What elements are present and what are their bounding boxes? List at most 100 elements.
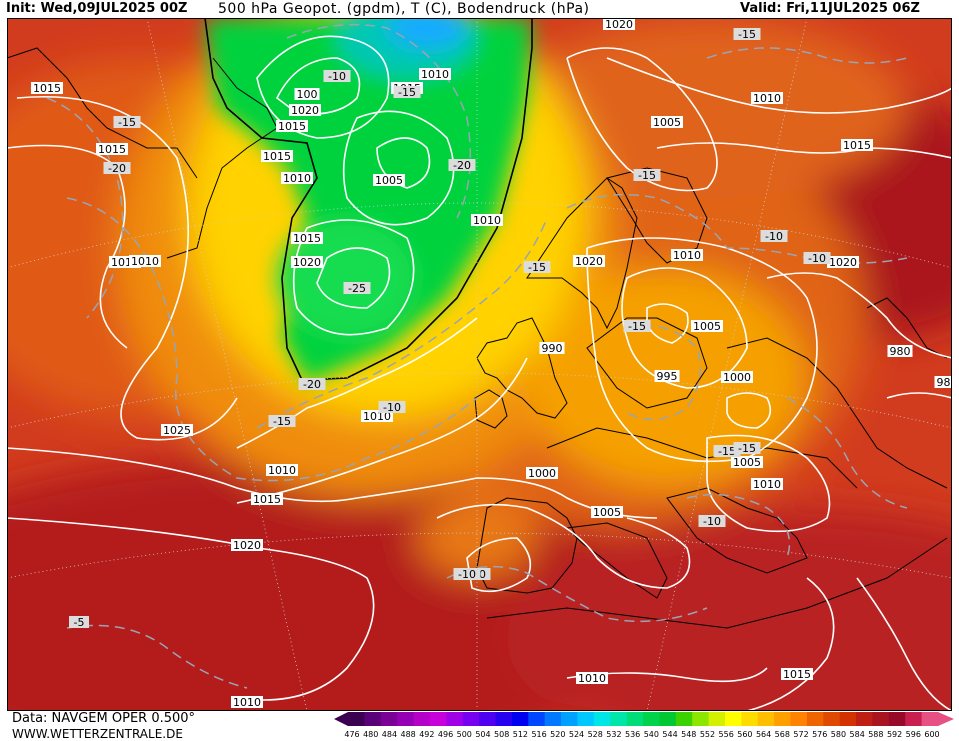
pressure-label: 1025: [161, 424, 193, 437]
pressure-label: 1010: [576, 672, 608, 685]
pressure-label: 985: [934, 376, 953, 389]
pressure-label: 1005: [591, 506, 623, 519]
pressure-label: 1000: [526, 467, 558, 480]
legend-tick-label: 556: [719, 730, 734, 739]
legend-swatch: [577, 712, 595, 726]
pressure-label-text: 1000: [528, 467, 556, 480]
pressure-label: 1010: [129, 255, 161, 268]
pressure-label-text: 1010: [473, 214, 501, 227]
pressure-label: 1015: [291, 232, 323, 245]
pressure-label-text: 1025: [163, 424, 191, 437]
pressure-label: 1010: [671, 249, 703, 262]
legend-tick-label: 580: [831, 730, 846, 739]
temperature-label: -20: [448, 159, 476, 172]
legend-tick-label: 496: [438, 730, 453, 739]
legend-arrow-right: [938, 712, 954, 726]
legend-tick-label: 524: [569, 730, 584, 739]
pressure-label: 1010: [751, 478, 783, 491]
temperature-label-text: -15: [528, 261, 546, 274]
temperature-label-text: -15: [398, 86, 416, 99]
legend-swatch: [610, 712, 628, 726]
pressure-label-text: 995: [657, 370, 678, 383]
pressure-label: 1015: [781, 668, 813, 681]
legend-swatch: [348, 712, 365, 726]
legend-swatch: [446, 712, 464, 726]
pressure-label-text: 1015: [843, 139, 871, 152]
pressure-label: 1015: [261, 150, 293, 163]
temperature-label: -5: [69, 616, 89, 629]
temperature-label-text: -25: [348, 282, 366, 295]
legend-swatch: [397, 712, 415, 726]
data-source: Data: NAVGEM OPER 0.500°: [12, 711, 196, 726]
legend-swatch: [626, 712, 644, 726]
pressure-label-text: 1010: [233, 696, 261, 709]
legend-tick-label: 592: [887, 730, 902, 739]
temperature-label: -10: [698, 515, 726, 528]
temperature-label: -15: [623, 320, 651, 333]
pressure-label: 1010: [266, 464, 298, 477]
legend-swatch: [413, 712, 431, 726]
valid-time: Valid: Fri,11JUL2025 06Z: [740, 1, 920, 16]
pressure-label: 1005: [651, 116, 683, 129]
legend-swatch: [872, 712, 890, 726]
pressure-label-text: 1010: [268, 464, 296, 477]
legend-tick-label: 480: [363, 730, 378, 739]
temperature-label-text: -15: [273, 415, 291, 428]
legend-swatch: [790, 712, 808, 726]
pressure-label: 1015: [841, 139, 873, 152]
pressure-label: 1005: [691, 320, 723, 333]
pressure-label: 1015: [251, 493, 283, 506]
pressure-label-text: 990: [542, 342, 563, 355]
pressure-label-text: 985: [937, 376, 953, 389]
contour-552: [204, 18, 533, 381]
temperature-label: -10: [323, 70, 351, 83]
legend-tick-label: 528: [588, 730, 603, 739]
legend-tick-label: 516: [531, 730, 546, 739]
weather-map: 1020 1010 1015 1020 1020 1015 1010 1005 1000 980 9…: [7, 18, 952, 711]
pressure-label-text: 1005: [593, 506, 621, 519]
temperature-label-text: -15: [718, 445, 736, 458]
pressure-label: 1010: [419, 68, 451, 81]
pressure-label: 995: [654, 370, 680, 383]
legend-swatch: [806, 712, 824, 726]
legend-swatch: [856, 712, 873, 726]
legend-swatch: [741, 712, 759, 726]
pressure-label: 1020: [827, 256, 859, 269]
temperature-label: -10: [760, 230, 788, 243]
trough-field: [205, 18, 532, 383]
pressure-label: 1010: [281, 172, 313, 185]
legend-swatch: [708, 712, 726, 726]
legend-tick-label: 568: [775, 730, 790, 739]
pressure-label-text: 1005: [653, 116, 681, 129]
legend-tick-label: 552: [700, 730, 715, 739]
pressure-label-text: 1015: [33, 82, 61, 95]
pressure-label-text: 1015: [98, 143, 126, 156]
temperature-label-text: -10: [328, 70, 346, 83]
temperature-label-text: -15: [738, 442, 756, 455]
pressure-label: 1010: [751, 92, 783, 105]
temperature-label: -25: [343, 282, 371, 295]
pressure-label-text: 1005: [375, 174, 403, 187]
legend-swatch: [528, 712, 546, 726]
legend-tick-label: 560: [737, 730, 752, 739]
legend-tick-label: 544: [662, 730, 677, 739]
legend-swatch: [462, 712, 480, 726]
temperature-label: -15: [113, 116, 141, 129]
pressure-label-text: 1010: [673, 249, 701, 262]
pressure-label-text: 1015: [253, 493, 281, 506]
temperature-label-text: -20: [108, 162, 126, 175]
legend-tick-label: 596: [906, 730, 921, 739]
pressure-label-text: 1015: [263, 150, 291, 163]
legend-tick-label: 520: [550, 730, 565, 739]
pressure-label: 980: [887, 345, 913, 358]
pressure-label-text: 1010: [753, 478, 781, 491]
pressure-label-text: 980: [890, 345, 911, 358]
pressure-label-text: 1015: [783, 668, 811, 681]
isotherms: [46, 23, 908, 689]
legend-tick-label: 540: [644, 730, 659, 739]
pressure-label-text: 1010: [283, 172, 311, 185]
temperature-label: -15: [268, 415, 296, 428]
temperature-label: -20: [298, 378, 326, 391]
pressure-label-text: 1020: [291, 104, 319, 117]
temperature-label: -15: [393, 86, 421, 99]
